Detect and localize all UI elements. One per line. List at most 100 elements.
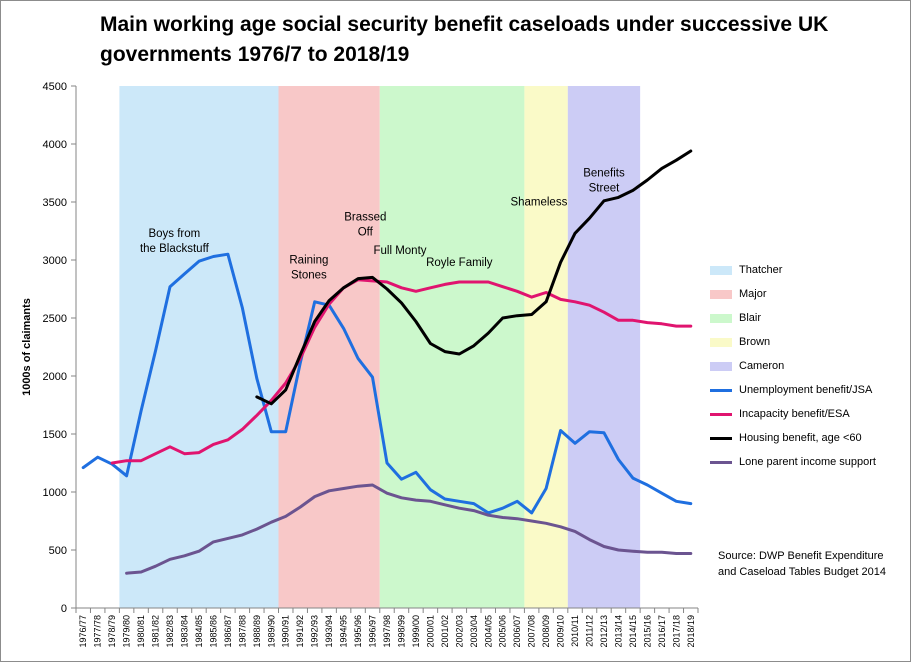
x-tick-label: 1980/81: [136, 615, 146, 648]
x-tick-label: 1978/79: [107, 615, 117, 648]
x-tick-label: 1992/93: [310, 615, 320, 648]
x-tick-label: 2003/04: [469, 615, 479, 648]
legend-item: Lone parent income support: [710, 450, 876, 474]
x-tick-label: 1986/87: [223, 615, 233, 648]
period-band-blair: [379, 86, 525, 608]
x-tick-label: 2018/19: [686, 615, 696, 648]
x-tick-label: 1999/00: [411, 615, 421, 648]
legend-item: Blair: [710, 306, 876, 330]
x-tick-label: 2006/07: [512, 615, 522, 648]
x-tick-label: 1990/91: [281, 615, 291, 648]
legend-swatch: [710, 388, 732, 392]
y-tick-label: 3000: [43, 255, 67, 267]
x-tick-label: 2012/13: [599, 615, 609, 648]
x-tick-label: 2013/14: [613, 615, 623, 648]
x-tick-label: 1983/84: [179, 615, 189, 648]
legend-label: Housing benefit, age <60: [739, 432, 862, 444]
legend-label: Unemployment benefit/JSA: [739, 384, 873, 396]
x-tick-label: 1985/86: [208, 615, 218, 648]
legend-label: Brown: [739, 336, 771, 348]
x-tick-label: 1998/99: [396, 615, 406, 648]
legend-label: Blair: [739, 312, 762, 324]
series-line-unemployment-benefit-jsa: [81, 252, 693, 515]
x-tick-label: 1979/80: [122, 615, 132, 648]
x-tick-label: 1977/78: [93, 615, 103, 648]
legend-item: Unemployment benefit/JSA: [710, 378, 876, 402]
x-tick-label: 1991/92: [295, 615, 305, 648]
y-tick-label: 4500: [43, 81, 67, 93]
annotation-label: Brassed Off: [344, 212, 386, 239]
y-tick-label: 1500: [43, 429, 67, 441]
legend-label: Thatcher: [739, 264, 783, 276]
legend-swatch: [710, 337, 732, 347]
legend-item: Cameron: [710, 354, 876, 378]
legend-swatch: [710, 436, 732, 440]
y-tick-label: 3500: [43, 197, 67, 209]
x-tick-label: 1988/89: [252, 615, 262, 648]
y-tick-label: 4000: [43, 139, 67, 151]
x-tick-label: 1997/98: [382, 615, 392, 648]
y-tick-label: 2500: [43, 313, 67, 325]
legend-label: Lone parent income support: [739, 456, 876, 468]
x-tick-label: 2007/08: [527, 615, 537, 648]
legend-swatch: [710, 313, 732, 323]
source-note: Source: DWP Benefit Expenditure and Case…: [718, 550, 886, 578]
legend-item: Brown: [710, 330, 876, 354]
x-tick-label: 1976/77: [78, 615, 88, 648]
legend-swatch: [710, 289, 732, 299]
x-tick-label: 2017/18: [671, 615, 681, 648]
series-line-incapacity-benefit-esa: [110, 278, 693, 465]
x-tick-label: 1989/90: [266, 615, 276, 648]
y-tick-label: 1000: [43, 487, 67, 499]
x-tick-label: 2002/03: [454, 615, 464, 648]
x-tick-label: 2011/12: [585, 615, 595, 647]
annotation-label: Benefits Street: [583, 167, 625, 194]
y-tick-label: 0: [61, 603, 67, 615]
x-tick-label: 2015/16: [642, 615, 652, 648]
x-tick-label: 2009/10: [556, 615, 566, 648]
legend-swatch: [710, 265, 732, 275]
x-tick-label: 2016/17: [657, 615, 667, 648]
annotation-label: Boys from the Blackstuff: [140, 228, 210, 255]
legend-item: Incapacity benefit/ESA: [710, 402, 876, 426]
x-tick-label: 2000/01: [425, 615, 435, 648]
period-band-cameron: [567, 86, 641, 608]
annotation-label: Raining Stones: [289, 254, 328, 281]
legend-item: Thatcher: [710, 258, 876, 282]
legend-swatch: [710, 361, 732, 371]
x-tick-label: 1996/97: [368, 615, 378, 648]
x-tick-label: 2008/09: [541, 615, 551, 648]
annotation-label: Full Monty: [373, 245, 426, 257]
x-tick-label: 1984/85: [194, 615, 204, 648]
annotation-label: Shameless: [510, 196, 567, 208]
period-band-thatcher: [119, 86, 279, 608]
y-tick-label: 2000: [43, 371, 67, 383]
x-tick-label: 2004/05: [483, 615, 493, 648]
x-tick-label: 1981/82: [151, 615, 161, 648]
y-axis-label: 1000s of claimants: [21, 298, 33, 396]
series-line-housing-benefit-age-60: [255, 149, 693, 406]
legend-label: Major: [739, 288, 767, 300]
period-band-major: [278, 86, 380, 608]
y-tick-label: 500: [49, 545, 67, 557]
x-tick-label: 1995/96: [353, 615, 363, 648]
legend-label: Incapacity benefit/ESA: [739, 408, 850, 420]
x-tick-label: 1982/83: [165, 615, 175, 648]
period-band-brown: [524, 86, 568, 608]
legend: Thatcher Major Blair Brown Cameron Unemployme…: [710, 258, 876, 474]
x-tick-label: 1993/94: [324, 615, 334, 648]
series-line-lone-parent-income-support: [125, 483, 693, 575]
annotation-label: Royle Family: [426, 257, 493, 269]
x-tick-label: 1994/95: [339, 615, 349, 648]
legend-label: Cameron: [739, 360, 785, 372]
x-tick-label: 1987/88: [237, 615, 247, 648]
x-tick-label: 2010/11: [570, 615, 580, 647]
legend-swatch: [710, 412, 732, 416]
x-tick-label: 2005/06: [498, 615, 508, 648]
legend-item: Housing benefit, age <60: [710, 426, 876, 450]
chart-title: Main working age social security benefit…: [100, 13, 829, 66]
x-tick-label: 2001/02: [440, 615, 450, 648]
legend-item: Major: [710, 282, 876, 306]
x-tick-label: 2014/15: [628, 615, 638, 648]
